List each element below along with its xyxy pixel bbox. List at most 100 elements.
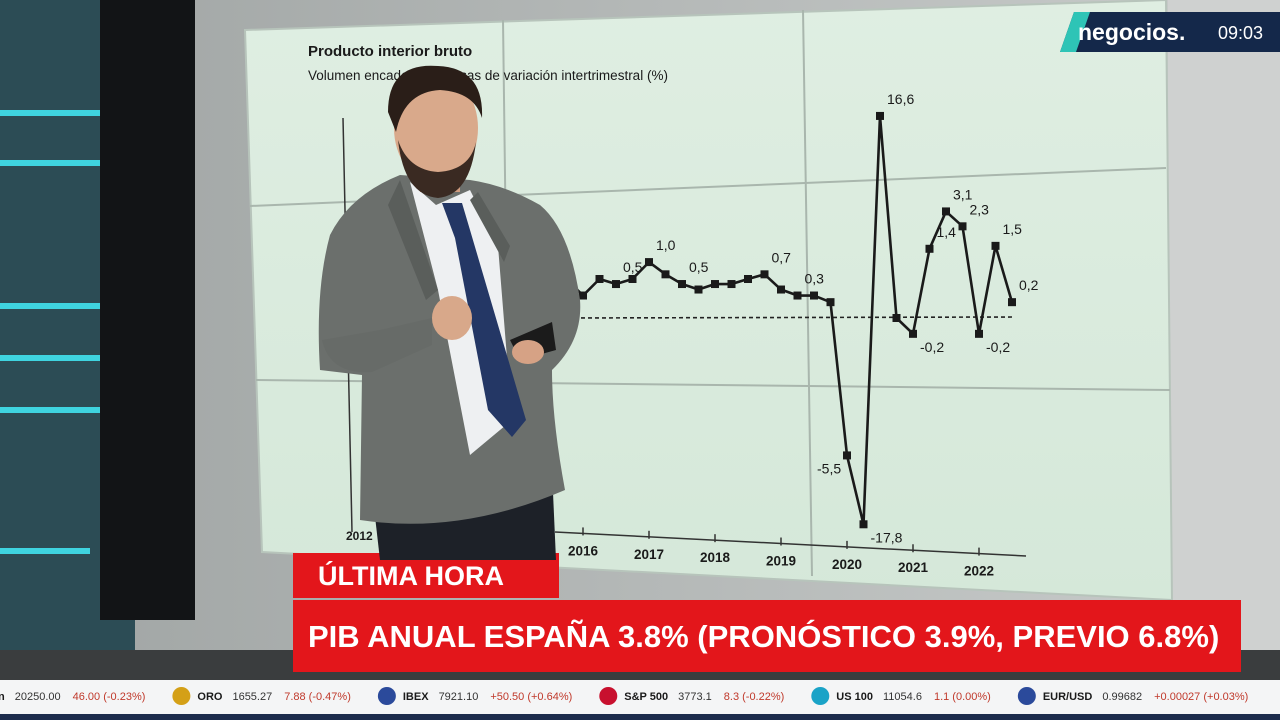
data-label: -17,8 bbox=[871, 529, 903, 545]
ticker-change: +0.00027 (+0.03%) bbox=[1154, 691, 1248, 703]
data-label: 0,5 bbox=[623, 259, 643, 275]
ticker-price: 7921.10 bbox=[439, 691, 479, 703]
data-label: 0,7 bbox=[772, 249, 792, 265]
data-point bbox=[727, 280, 736, 289]
light-stripe bbox=[0, 110, 128, 116]
x-tick-label: 2018 bbox=[700, 550, 731, 565]
x-tick-label: 2021 bbox=[898, 560, 929, 575]
chart-title: Producto interior bruto bbox=[308, 43, 472, 60]
data-label: 0,5 bbox=[689, 259, 709, 275]
banner-tag-box bbox=[293, 553, 559, 598]
ticker-name: IBEX bbox=[403, 691, 429, 703]
left-arm bbox=[322, 318, 432, 373]
data-point bbox=[975, 329, 983, 338]
banner-headline: PIB ANUAL ESPAÑA 3.8% (PRONÓSTICO 3.9%, … bbox=[308, 618, 1219, 654]
data-point bbox=[678, 280, 686, 289]
clock: 09:03 bbox=[1218, 23, 1263, 43]
lapels bbox=[388, 180, 510, 300]
data-point bbox=[744, 275, 752, 284]
ticker-icon bbox=[377, 687, 396, 705]
data-point bbox=[810, 291, 818, 300]
ticker-name: n bbox=[0, 691, 5, 703]
ticker-change: 8.3 (-0.22%) bbox=[724, 691, 785, 703]
x-tick-label: 2019 bbox=[766, 554, 796, 569]
zero-reference-line bbox=[559, 316, 1016, 319]
data-label: 1,4 bbox=[937, 224, 957, 240]
ticker-change: 46.00 (-0.23%) bbox=[73, 691, 146, 703]
hand bbox=[432, 296, 472, 340]
ticker-price: 0.99682 bbox=[1102, 691, 1142, 703]
ticker-price: 20250.00 bbox=[15, 691, 61, 703]
data-point bbox=[843, 451, 851, 460]
data-label: 1,0 bbox=[656, 237, 676, 253]
ticker-name: US 100 bbox=[836, 691, 873, 703]
ticker-change: +50.50 (+0.64%) bbox=[490, 691, 572, 703]
data-point bbox=[628, 275, 637, 284]
data-point bbox=[942, 207, 950, 216]
ticker-name: ORO bbox=[197, 691, 223, 703]
banner-tag: ÚLTIMA HORA bbox=[318, 560, 504, 591]
x-axis-line bbox=[554, 531, 1027, 557]
tie bbox=[442, 203, 526, 437]
ticker-price: 1655.27 bbox=[232, 691, 272, 703]
data-label: 3,1 bbox=[953, 186, 973, 202]
ticker-icon bbox=[172, 687, 191, 705]
data-label: -0,2 bbox=[920, 339, 944, 355]
ticker-bar bbox=[0, 680, 1280, 714]
data-point bbox=[694, 285, 703, 294]
data-point bbox=[892, 314, 901, 322]
data-point bbox=[991, 241, 1000, 250]
x-tick-label: 2016 bbox=[568, 543, 599, 558]
data-point bbox=[579, 291, 587, 300]
data-point bbox=[859, 520, 868, 529]
data-point bbox=[958, 222, 967, 231]
data-label: -0,2 bbox=[986, 339, 1010, 355]
data-label: 0,2 bbox=[1019, 277, 1039, 293]
x-tick-label: 2022 bbox=[964, 564, 994, 579]
data-label: 0,3 bbox=[805, 271, 825, 287]
x-tick-label: 2017 bbox=[634, 547, 664, 562]
logo-accent bbox=[1060, 12, 1090, 52]
seam bbox=[802, 9, 813, 577]
chart-subtitle: Volumen encadenado. Tasas de variación i… bbox=[308, 68, 668, 83]
data-point bbox=[876, 111, 884, 120]
data-point bbox=[612, 280, 620, 289]
data-point bbox=[595, 275, 604, 284]
data-point bbox=[909, 329, 917, 338]
ticker-price: 3773.1 bbox=[678, 691, 712, 703]
ticker-change: 1.1 (0.00%) bbox=[934, 691, 991, 703]
light-stripe bbox=[0, 548, 90, 554]
hand bbox=[512, 340, 544, 364]
data-label: 2,3 bbox=[970, 201, 990, 217]
data-point bbox=[645, 258, 653, 267]
logo-brand: negocios. bbox=[1078, 19, 1185, 45]
logo-box bbox=[1060, 12, 1280, 52]
data-label: 1,5 bbox=[1003, 221, 1023, 237]
ticker-icon bbox=[1017, 687, 1036, 705]
dark-pillar bbox=[100, 0, 195, 620]
ticker-name: S&P 500 bbox=[624, 691, 668, 703]
data-point bbox=[760, 270, 769, 279]
presenter bbox=[318, 65, 581, 560]
data-point bbox=[826, 298, 835, 307]
light-stripe bbox=[0, 355, 108, 361]
data-point bbox=[777, 285, 785, 294]
hair bbox=[388, 65, 483, 132]
data-point bbox=[925, 244, 934, 253]
ticker-icon bbox=[811, 687, 830, 705]
data-point bbox=[793, 291, 802, 300]
chart: Producto interior bruto Volumen encadena… bbox=[308, 43, 1039, 579]
ticker: n 20250.00 46.00 (-0.23%) ORO 1655.27 7.88 (-… bbox=[0, 687, 1248, 705]
light-stripe bbox=[0, 303, 112, 309]
light-stripe bbox=[0, 160, 124, 166]
face bbox=[394, 73, 478, 183]
beard bbox=[398, 140, 476, 198]
light-stripes bbox=[0, 110, 128, 554]
ticker-name: EUR/USD bbox=[1043, 691, 1093, 703]
x-start-label: 2012 bbox=[346, 529, 373, 543]
data-label: -5,5 bbox=[817, 460, 841, 476]
data-point bbox=[1008, 298, 1016, 307]
